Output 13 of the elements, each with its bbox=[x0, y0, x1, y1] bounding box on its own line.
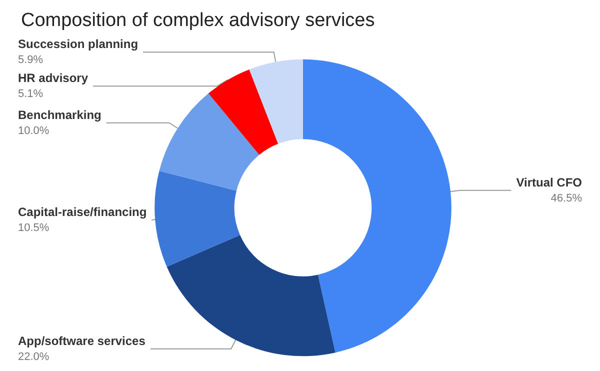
slice-label: Benchmarking bbox=[18, 108, 102, 122]
chart-title: Composition of complex advisory services bbox=[21, 10, 375, 31]
data-label: 46.5% bbox=[550, 192, 582, 204]
slice-label: Capital-raise/financing bbox=[18, 205, 147, 220]
data-label: 10.5% bbox=[18, 222, 50, 234]
slice-label: Succession planning bbox=[18, 37, 138, 52]
slice-label: Virtual CFO bbox=[516, 175, 582, 190]
slice-label: HR advisory bbox=[18, 71, 88, 86]
data-label: 22.0% bbox=[18, 350, 50, 363]
data-label: 5.1% bbox=[18, 88, 44, 100]
data-label: 10.0% bbox=[18, 124, 50, 137]
slice-label: App/software services bbox=[18, 334, 146, 348]
data-label: 5.9% bbox=[18, 54, 44, 66]
